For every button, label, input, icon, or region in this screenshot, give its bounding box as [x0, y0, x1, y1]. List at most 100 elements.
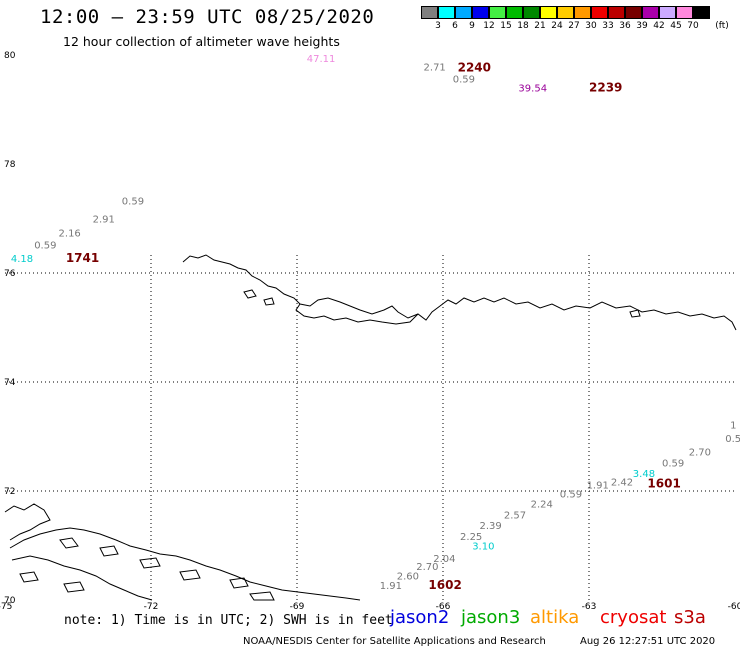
- legend-label: 9: [469, 21, 475, 31]
- swh-value: 0.59: [725, 434, 740, 445]
- swh-value: 0.59: [34, 240, 56, 251]
- legend-label: 36: [619, 21, 631, 31]
- satellite-s3a: s3a: [674, 607, 706, 628]
- lon-tick-label: -75: [0, 602, 12, 612]
- legend-swatch: [659, 6, 676, 19]
- lat-tick-label: 74: [4, 378, 16, 388]
- swh-value: 1: [730, 420, 736, 431]
- swh-value: 0.59: [453, 74, 475, 85]
- coastline-baffin: [9, 527, 361, 601]
- legend-swatch: [642, 6, 659, 19]
- swh-value: 2.57: [504, 510, 526, 521]
- swh-value: 0.59: [560, 490, 582, 501]
- lon-tick-label: -60: [728, 602, 740, 612]
- lat-tick-label: 70: [4, 596, 16, 606]
- legend-label: 42: [653, 21, 665, 31]
- timestamp-footer: Aug 26 12:27:51 UTC 2020: [580, 636, 716, 647]
- swh-value: 2.39: [480, 521, 502, 532]
- coastline-greenland-north: [182, 254, 737, 331]
- legend-swatch: [455, 6, 472, 19]
- satellite-jason3: jason3: [461, 607, 521, 628]
- legend-label: 15: [500, 21, 512, 31]
- swh-value: 2.25: [460, 532, 482, 543]
- lat-tick-label: 76: [4, 269, 16, 279]
- swh-value: 39.54: [518, 84, 547, 95]
- pass-times: 2240 2239 1741 1601 1602: [66, 60, 681, 592]
- coastline-island: [139, 557, 161, 569]
- legend-swatch: [557, 6, 574, 19]
- legend-label: 24: [551, 21, 563, 31]
- swh-value: 1.91: [380, 581, 402, 592]
- pass-time-label: 2240: [458, 60, 491, 74]
- swh-value: 3.48: [633, 469, 655, 480]
- coastline-island: [249, 591, 275, 601]
- lat-tick-label: 78: [4, 160, 16, 170]
- legend-swatch: [489, 6, 506, 19]
- legend-swatch: [472, 6, 489, 19]
- lon-tick-label: -69: [290, 602, 305, 612]
- coastline-island: [243, 289, 257, 299]
- legend-label: 21: [534, 21, 546, 31]
- legend-swatch: [421, 6, 438, 19]
- swh-value: 2.70: [416, 562, 438, 573]
- pass-time-label: 1741: [66, 251, 99, 265]
- legend-label: 39: [636, 21, 648, 31]
- coastline-greenland-inlet: [295, 303, 419, 325]
- lon-tick-label: -63: [582, 602, 597, 612]
- coastline-island: [179, 569, 201, 581]
- satellite-jason2: jason2: [390, 607, 450, 628]
- swh-value: 0.59: [122, 196, 144, 207]
- coastline-island: [229, 577, 249, 589]
- legend-swatch: [540, 6, 557, 19]
- coastline-island: [19, 571, 39, 583]
- legend-swatch: [523, 6, 540, 19]
- legend-label: 45: [670, 21, 682, 31]
- coastline-island: [59, 537, 79, 549]
- swh-value: 2.42: [611, 478, 633, 489]
- swh-value: 2.71: [424, 62, 446, 73]
- swh-value: 2.91: [93, 214, 115, 225]
- legend-swatch: [676, 6, 693, 19]
- coastline: [4, 254, 737, 601]
- satellite-cryosat: cryosat: [600, 607, 667, 628]
- legend-label: 18: [517, 21, 529, 31]
- coastline-island: [63, 581, 85, 593]
- lon-tick-label: -66: [436, 602, 451, 612]
- coastline-island: [99, 545, 119, 557]
- satellite-altika: altika: [530, 607, 580, 628]
- legend-swatch: [591, 6, 608, 19]
- legend-label: 30: [585, 21, 597, 31]
- legend-label: 70: [687, 21, 699, 31]
- coastline-baffin: [11, 555, 153, 601]
- swh-value: 4.18: [11, 254, 33, 265]
- swh-value: 2.04: [433, 554, 455, 565]
- legend-swatch: [608, 6, 625, 19]
- swh-value: 2.24: [531, 499, 553, 510]
- swh-value: 3.10: [472, 541, 494, 552]
- coastline-island: [629, 309, 641, 318]
- legend-label: 3: [435, 21, 441, 31]
- map-subtitle: 12 hour collection of altimeter wave hei…: [63, 34, 340, 49]
- map-title: 12:00 – 23:59 UTC 08/25/2020: [40, 6, 375, 28]
- legend-label: 6: [452, 21, 458, 31]
- legend-swatch: [625, 6, 642, 19]
- swh-value: 2.70: [689, 448, 711, 459]
- coastline-island: [263, 297, 275, 306]
- legend-swatch: [693, 6, 710, 19]
- coastline-baffin: [4, 503, 51, 541]
- legend-swatch: [574, 6, 591, 19]
- swh-measurements: 47.112.710.5939.540.592.912.160.594.180.…: [11, 54, 740, 592]
- lat-tick-label: 80: [4, 51, 16, 61]
- pass-time-label: 2239: [589, 81, 622, 95]
- swh-value: 1.91: [587, 480, 609, 491]
- legend-label: 33: [602, 21, 614, 31]
- axis-tick-labels: -75 -72 -69 -66 -63 -60 80 78 76 74 72 70: [0, 51, 740, 612]
- legend-swatch: [438, 6, 455, 19]
- swh-value: 2.60: [397, 571, 419, 582]
- credit-footer: NOAA/NESDIS Center for Satellite Applica…: [243, 636, 546, 647]
- units-note: note: 1) Time is in UTC; 2) SWH is in fe…: [64, 613, 393, 628]
- swh-value: 0.59: [662, 458, 684, 469]
- legend-unit: (ft): [715, 21, 729, 31]
- legend-label: 27: [568, 21, 580, 31]
